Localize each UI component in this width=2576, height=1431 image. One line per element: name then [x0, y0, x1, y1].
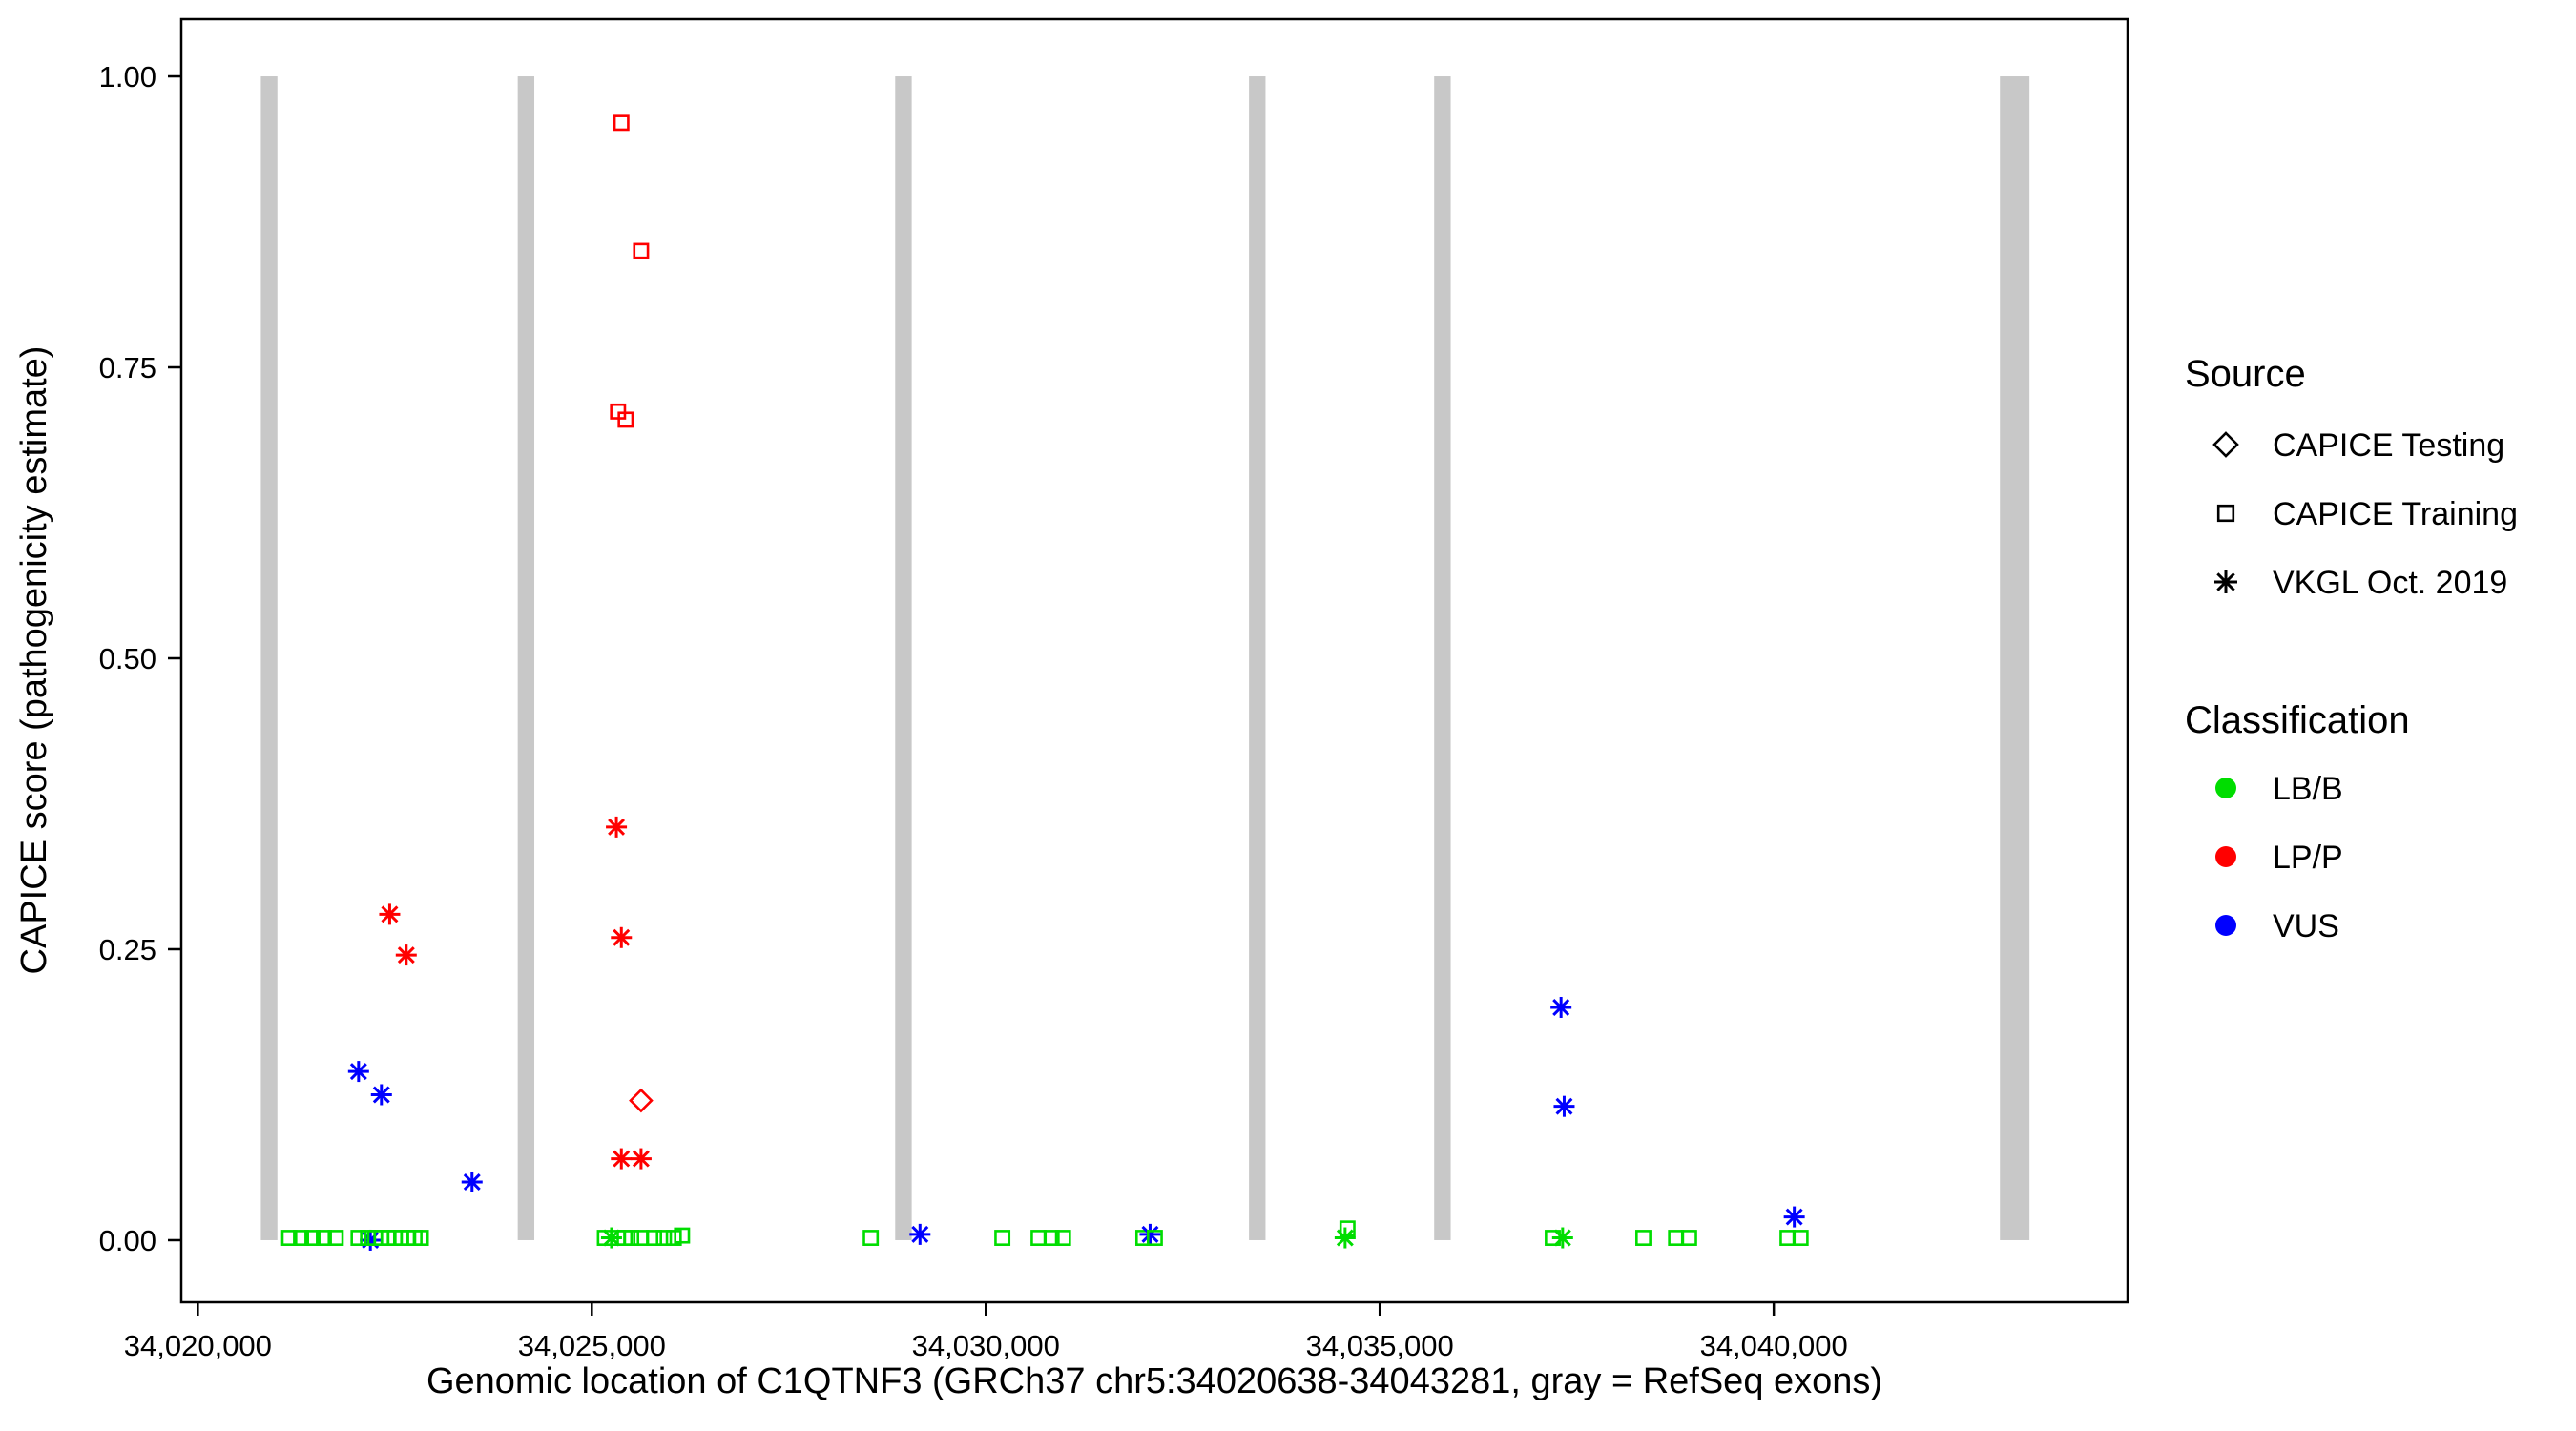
legend-classification: Classification LB/B LP/P VUS [2185, 699, 2410, 944]
data-point [360, 1229, 382, 1251]
x-axis-tick-label: 34,040,000 [1700, 1329, 1848, 1362]
legend-classification-title: Classification [2185, 699, 2410, 741]
legend-classification-item: LP/P [2215, 840, 2343, 876]
refseq-exon-bar [517, 76, 535, 1240]
data-point [395, 944, 417, 966]
x-axis-tick-label: 34,030,000 [912, 1329, 1060, 1362]
x-axis-tick-label: 34,035,000 [1306, 1329, 1454, 1362]
data-point [1551, 1227, 1573, 1249]
data-point [630, 1148, 652, 1170]
y-axis-tick-label: 0.50 [99, 642, 156, 675]
data-point [316, 1230, 332, 1246]
y-axis-tick-label: 0.75 [99, 351, 156, 384]
data-point [633, 1230, 650, 1246]
refseq-exon-bar [2000, 76, 2030, 1240]
data-point [613, 114, 630, 132]
data-points-layer [280, 114, 1809, 1251]
data-point [1635, 1230, 1652, 1246]
data-point [1792, 1230, 1809, 1246]
legend-source-item: CAPICE Testing [2212, 427, 2504, 464]
x-axis-tick-label: 34,025,000 [518, 1329, 666, 1362]
legend-source-item: VKGL Oct. 2019 [2214, 565, 2507, 601]
y-axis-tick-label: 0.25 [99, 933, 156, 966]
data-point [1146, 1230, 1163, 1246]
legend-source: Source CAPICE Testing CAPICE Training VKGL… [2185, 353, 2518, 601]
data-point [1334, 1227, 1356, 1249]
data-point [994, 1230, 1011, 1246]
data-point [862, 1230, 880, 1246]
data-point [655, 1230, 673, 1246]
x-axis-tick-label: 34,020,000 [124, 1329, 272, 1362]
data-point [909, 1223, 931, 1245]
x-axis: 34,020,000 34,025,000 34,030,000 34,035,000… [124, 1302, 1848, 1362]
legend-classification-item-label: LB/B [2273, 771, 2343, 807]
refseq-exons-layer [260, 76, 2030, 1240]
y-axis-title: CAPICE score (pathogenicity estimate) [14, 346, 54, 975]
data-point [1680, 1230, 1697, 1246]
y-axis-tick-label: 0.00 [99, 1224, 156, 1257]
data-point [1043, 1230, 1060, 1246]
data-point [646, 1230, 662, 1246]
data-point [633, 242, 650, 259]
y-axis: 0.00 0.25 0.50 0.75 1.00 [99, 60, 181, 1257]
data-point [280, 1230, 298, 1246]
refseq-exon-bar [895, 76, 912, 1240]
refseq-exon-bar [1434, 76, 1451, 1240]
data-point [1668, 1230, 1685, 1246]
data-point [1054, 1230, 1071, 1246]
data-point [1339, 1220, 1356, 1237]
data-point [617, 411, 634, 428]
data-point [350, 1230, 367, 1246]
legend-source-item-label: VKGL Oct. 2019 [2273, 565, 2507, 601]
legend-classification-item-label: VUS [2273, 908, 2339, 944]
panel-border [179, 17, 2129, 1304]
data-point [1779, 1230, 1797, 1246]
data-point [1139, 1223, 1161, 1245]
data-point [293, 1230, 309, 1246]
data-point [1030, 1230, 1048, 1246]
x-axis-title: Genomic location of C1QTNF3 (GRCh37 chr5… [426, 1361, 1882, 1401]
legend-source-item: CAPICE Training [2216, 496, 2518, 532]
data-point [1783, 1206, 1805, 1228]
refseq-exon-bar [260, 76, 278, 1240]
data-point [412, 1230, 429, 1246]
legend-source-title: Source [2185, 353, 2306, 395]
legend-classification-item: LB/B [2215, 771, 2343, 807]
data-point [304, 1230, 321, 1246]
data-point [379, 903, 401, 925]
data-point [461, 1171, 483, 1192]
data-point [347, 1061, 369, 1083]
data-point [674, 1227, 691, 1244]
legend-source-item-label: CAPICE Training [2273, 496, 2518, 532]
legend-source-item-label: CAPICE Testing [2273, 427, 2504, 464]
data-point [629, 1088, 654, 1113]
data-point [327, 1230, 344, 1246]
data-point [1550, 996, 1572, 1018]
legend-classification-item-label: LP/P [2273, 840, 2343, 876]
y-axis-tick-label: 1.00 [99, 60, 156, 93]
data-point [606, 816, 628, 838]
data-point [611, 926, 633, 948]
data-point [370, 1084, 392, 1106]
refseq-exon-bar [1249, 76, 1266, 1240]
data-point [665, 1230, 682, 1246]
legend-classification-item: VUS [2215, 908, 2339, 944]
data-point [623, 1230, 640, 1246]
data-point [611, 1148, 633, 1170]
data-point [1553, 1095, 1575, 1117]
